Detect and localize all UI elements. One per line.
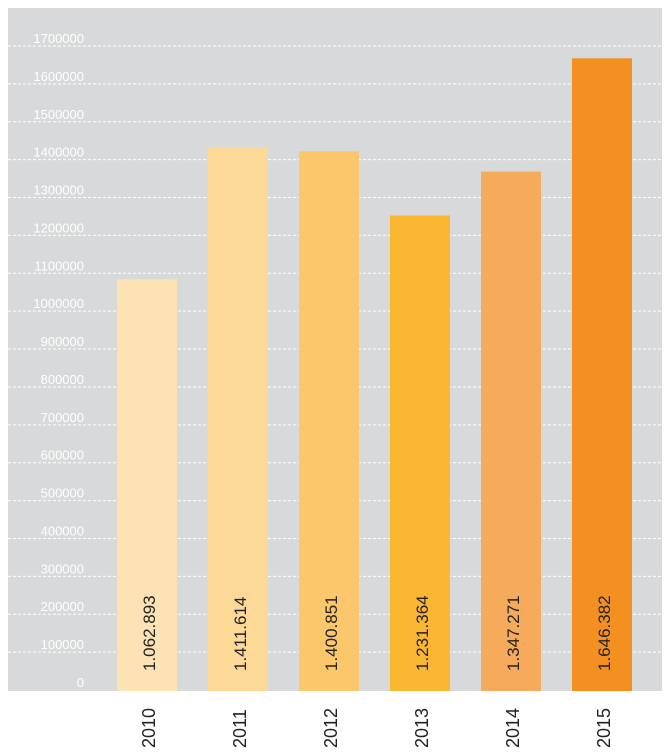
bar-value-label: 1.411.614 bbox=[231, 597, 250, 671]
y-tick-label: 1000000 bbox=[33, 296, 84, 311]
y-tick-label: 1600000 bbox=[33, 69, 84, 84]
y-tick-label: 600000 bbox=[41, 448, 84, 463]
x-tick-label: 2015 bbox=[594, 708, 614, 748]
y-tick-label: 500000 bbox=[41, 486, 84, 501]
y-tick-label: 300000 bbox=[41, 561, 84, 576]
bar-value-labels: 1.062.893 1.411.614 1.400.851 1.231.364 1.34… bbox=[140, 595, 614, 671]
x-tick-label: 2014 bbox=[503, 708, 523, 748]
y-tick-label: 0 bbox=[77, 675, 84, 690]
y-tick-label: 700000 bbox=[41, 410, 84, 425]
x-tick-label: 2011 bbox=[230, 709, 250, 748]
y-tick-label: 1300000 bbox=[33, 183, 84, 198]
bar-value-label: 1.400.851 bbox=[322, 595, 341, 671]
y-tick-label: 800000 bbox=[41, 372, 84, 387]
bar-value-label: 1.646.382 bbox=[595, 595, 614, 671]
x-tick-label: 2013 bbox=[412, 708, 432, 748]
bar-value-label: 1.347.271 bbox=[504, 595, 523, 671]
x-tick-label: 2010 bbox=[139, 708, 159, 748]
bar-value-label: 1.231.364 bbox=[413, 595, 432, 671]
bar bbox=[208, 147, 268, 691]
bar bbox=[117, 279, 177, 691]
bar bbox=[299, 151, 359, 691]
y-tick-label: 1500000 bbox=[33, 107, 84, 122]
y-tick-label: 1200000 bbox=[33, 220, 84, 235]
y-tick-label: 200000 bbox=[41, 599, 84, 614]
y-tick-label: 1100000 bbox=[34, 258, 84, 273]
bar bbox=[390, 215, 450, 692]
bar-value-label: 1.062.893 bbox=[140, 595, 159, 671]
y-tick-label: 1400000 bbox=[33, 145, 84, 160]
x-axis-tick-labels: 2010 2011 2012 2013 2014 2015 bbox=[139, 708, 614, 748]
y-tick-label: 900000 bbox=[41, 334, 84, 349]
bars bbox=[117, 58, 632, 692]
y-axis-tick-labels: 0 100000 200000 300000 400000 500000 600000 700… bbox=[33, 31, 84, 690]
y-tick-label: 400000 bbox=[41, 523, 84, 538]
y-tick-label: 1700000 bbox=[33, 31, 84, 46]
bar bbox=[481, 171, 541, 691]
y-tick-label: 100000 bbox=[41, 637, 84, 652]
bar bbox=[572, 58, 632, 691]
x-tick-label: 2012 bbox=[321, 708, 341, 748]
